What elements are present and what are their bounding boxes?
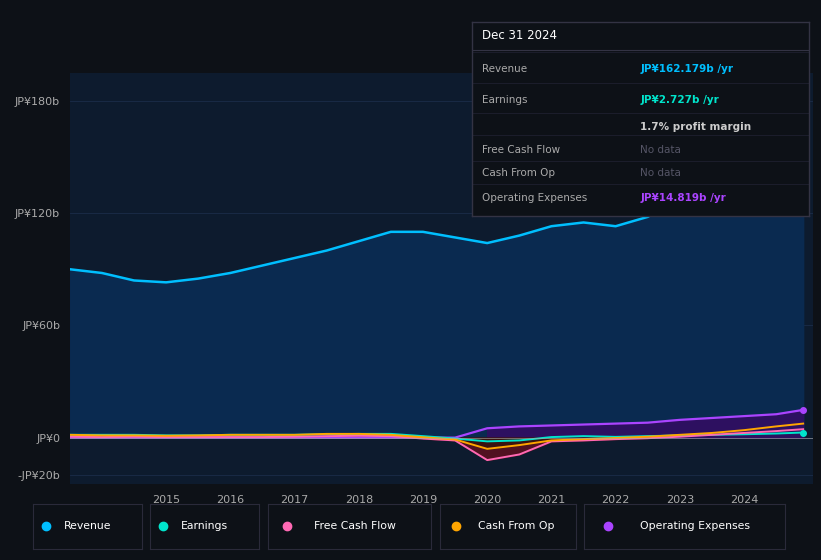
Text: Operating Expenses: Operating Expenses <box>640 521 750 531</box>
Text: Earnings: Earnings <box>482 95 528 105</box>
Text: Revenue: Revenue <box>482 64 527 74</box>
Text: JP¥14.819b /yr: JP¥14.819b /yr <box>640 193 726 203</box>
Text: Earnings: Earnings <box>181 521 228 531</box>
Text: Free Cash Flow: Free Cash Flow <box>482 145 560 155</box>
Text: Dec 31 2024: Dec 31 2024 <box>482 30 557 43</box>
Text: Operating Expenses: Operating Expenses <box>482 193 587 203</box>
Text: Cash From Op: Cash From Op <box>478 521 554 531</box>
Text: JP¥162.179b /yr: JP¥162.179b /yr <box>640 64 733 74</box>
Text: Free Cash Flow: Free Cash Flow <box>314 521 396 531</box>
Text: Cash From Op: Cash From Op <box>482 168 555 178</box>
Text: JP¥2.727b /yr: JP¥2.727b /yr <box>640 95 719 105</box>
Text: Revenue: Revenue <box>63 521 111 531</box>
Text: No data: No data <box>640 168 681 178</box>
Text: No data: No data <box>640 145 681 155</box>
Text: 1.7% profit margin: 1.7% profit margin <box>640 122 751 132</box>
